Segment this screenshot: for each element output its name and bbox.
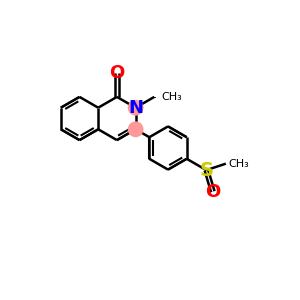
- Text: O: O: [205, 183, 220, 201]
- Text: CH₃: CH₃: [229, 159, 250, 169]
- Text: –: –: [150, 92, 156, 102]
- Text: N: N: [128, 99, 143, 117]
- Text: CH₃: CH₃: [162, 92, 183, 102]
- Circle shape: [128, 122, 143, 136]
- Text: S: S: [200, 160, 213, 180]
- Text: O: O: [109, 64, 124, 82]
- Circle shape: [128, 100, 143, 115]
